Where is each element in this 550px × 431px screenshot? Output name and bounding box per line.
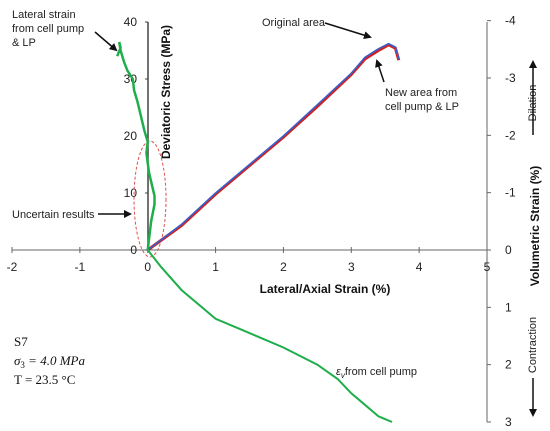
left-y-tick-label: 40 <box>124 15 138 29</box>
annotation-ev: εvfrom cell pump <box>336 366 417 380</box>
right-y-tick-labels: -4 -3 -2 -1 0 1 2 3 <box>487 14 516 429</box>
right-y-tick-label: 1 <box>505 300 512 314</box>
x-tick-labels: -2 -1 0 1 2 3 4 5 <box>7 247 491 274</box>
right-y-tick-label: -1 <box>505 186 516 200</box>
contraction-label: Contraction <box>527 317 539 373</box>
arrow-new-area <box>375 59 385 83</box>
annotation-original-area: Original area <box>262 17 326 29</box>
x-tick-label: 0 <box>144 260 151 274</box>
right-y-tick-label: -4 <box>505 14 516 28</box>
annotation-lateral-line3: & LP <box>12 37 36 49</box>
right-y-tick-label: 0 <box>505 243 512 257</box>
arrow-lateral <box>94 31 118 52</box>
right-y-axis-title: Volumetric Strain (%) <box>528 166 542 286</box>
annotation-new-area-line2: cell pump & LP <box>385 101 459 113</box>
x-tick-label: 1 <box>212 260 219 274</box>
right-y-tick-label: -3 <box>505 71 516 85</box>
x-tick-label: 4 <box>416 260 423 274</box>
x-tick-label: 5 <box>484 260 491 274</box>
series-new-area-line <box>146 43 401 252</box>
condition-sample: S7 <box>14 334 28 349</box>
arrow-original-area <box>324 22 372 40</box>
right-y-tick-label: 2 <box>505 358 512 372</box>
left-y-tick-label: 10 <box>124 186 138 200</box>
x-axis-title: Lateral/Axial Strain (%) <box>260 282 391 296</box>
right-y-tick-label: -2 <box>505 128 516 142</box>
right-y-tick-label: 3 <box>505 415 512 429</box>
annotation-new-area-line1: New area from <box>385 87 457 99</box>
left-y-axis-title: Deviatoric Stress (MPa) <box>159 25 173 159</box>
left-y-tick-label: 20 <box>124 129 138 143</box>
x-tick-label: -2 <box>7 260 18 274</box>
condition-temperature: T = 23.5 °C <box>14 372 75 387</box>
series-volumetric-strain-line <box>146 249 393 423</box>
left-y-tick-label: 0 <box>130 243 137 257</box>
x-tick-label: 3 <box>348 260 355 274</box>
x-tick-label: 2 <box>280 260 287 274</box>
condition-sigma: σ3 = 4.0 MPa <box>14 353 85 370</box>
uncertain-results-ellipse <box>133 140 167 258</box>
series-lateral-strain-line <box>116 41 156 251</box>
annotation-uncertain: Uncertain results <box>12 209 95 221</box>
x-tick-label: -1 <box>75 260 86 274</box>
series-original-area-line <box>147 42 400 251</box>
annotation-lateral-line1: Lateral strain <box>12 9 76 21</box>
annotation-lateral-line2: from cell pump <box>12 23 84 35</box>
